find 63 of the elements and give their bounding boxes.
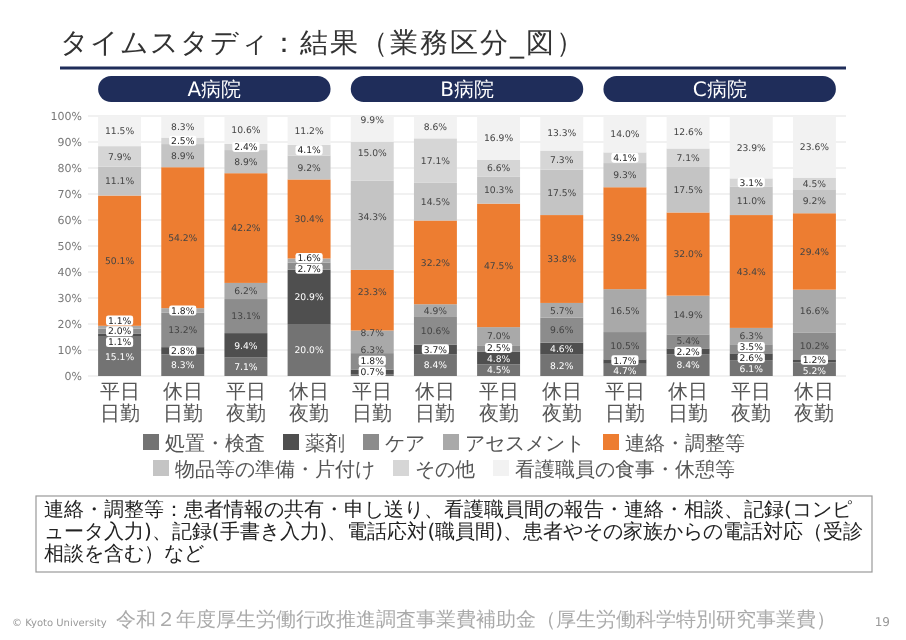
x-tick-label: 休日日勤 [162, 382, 203, 426]
bar [350, 141, 394, 181]
x-tick-label: 休日夜勤 [794, 382, 835, 426]
bar [98, 146, 142, 167]
x-tick-label: 平日夜勤 [225, 382, 266, 426]
bar [540, 215, 584, 303]
chart-title: タイムスタディ：結果（業務区分_図） [60, 28, 586, 60]
bar [666, 295, 710, 335]
bar [540, 116, 584, 151]
bar [477, 115, 521, 160]
bar [477, 176, 521, 204]
bar [477, 203, 521, 328]
x-tick-label: 平日夜勤 [478, 382, 519, 426]
bar [603, 289, 647, 333]
legend-label: アセスメント [465, 434, 585, 456]
bar [161, 167, 205, 309]
legend-label: 看護職員の食事・休憩等 [515, 458, 735, 482]
bar [540, 169, 584, 216]
bar [413, 138, 457, 183]
group-header: B病院 [350, 76, 584, 102]
bar [666, 166, 710, 213]
bar [98, 195, 142, 326]
legend-label: ケア [385, 434, 425, 456]
bar [224, 173, 268, 283]
group-header: C病院 [603, 76, 836, 102]
bar [603, 116, 647, 153]
bar [224, 299, 268, 334]
x-tick-label: 休日夜勤 [541, 382, 582, 426]
bar [287, 179, 331, 259]
bar [350, 116, 394, 142]
bar [792, 213, 836, 290]
bar [666, 212, 710, 296]
legend-label: 連絡・調整等 [625, 432, 745, 456]
group-header: A病院 [98, 76, 331, 102]
bar [666, 115, 710, 149]
x-tick-label: 休日夜勤 [289, 382, 330, 426]
x-tick-label: 平日日勤 [99, 382, 140, 426]
bar [224, 333, 268, 358]
legend-label: 処置・検査 [165, 432, 265, 456]
x-tick-label: 休日日勤 [415, 382, 456, 426]
x-tick-label: 平日日勤 [604, 382, 645, 426]
bar [792, 289, 836, 333]
bar [413, 182, 457, 221]
x-tick-label: 平日日勤 [352, 382, 393, 426]
bar [287, 324, 331, 376]
legend-label: 物品等の準備・片付け [175, 458, 375, 482]
note: 連絡・調整等：患者情報の共有・申し送り、看護職員間の報告・連絡・相談、記録(コンピュータ入力)、記録(手書き入力)、電話応対(職員間)、患者やその家族からの電話対応（受診相談を含む）など [35, 495, 873, 573]
bar [98, 116, 142, 147]
bar [350, 269, 394, 331]
legend-label: 薬剤 [305, 432, 345, 456]
bar [350, 180, 394, 270]
text: 令和２年度厚生労働行政推進調査事業費補助金（厚生労働科学特別研究事業費） [116, 608, 836, 632]
bar [792, 116, 836, 178]
bar [603, 187, 647, 290]
x-tick-label: 休日日勤 [668, 382, 709, 426]
bar [413, 220, 457, 305]
bar [729, 215, 773, 328]
x-tick-label: 平日夜勤 [731, 382, 772, 426]
legend-label: その他 [415, 458, 475, 482]
bar [792, 189, 836, 214]
bar [98, 166, 142, 196]
bar [287, 115, 331, 145]
bar [729, 116, 773, 179]
